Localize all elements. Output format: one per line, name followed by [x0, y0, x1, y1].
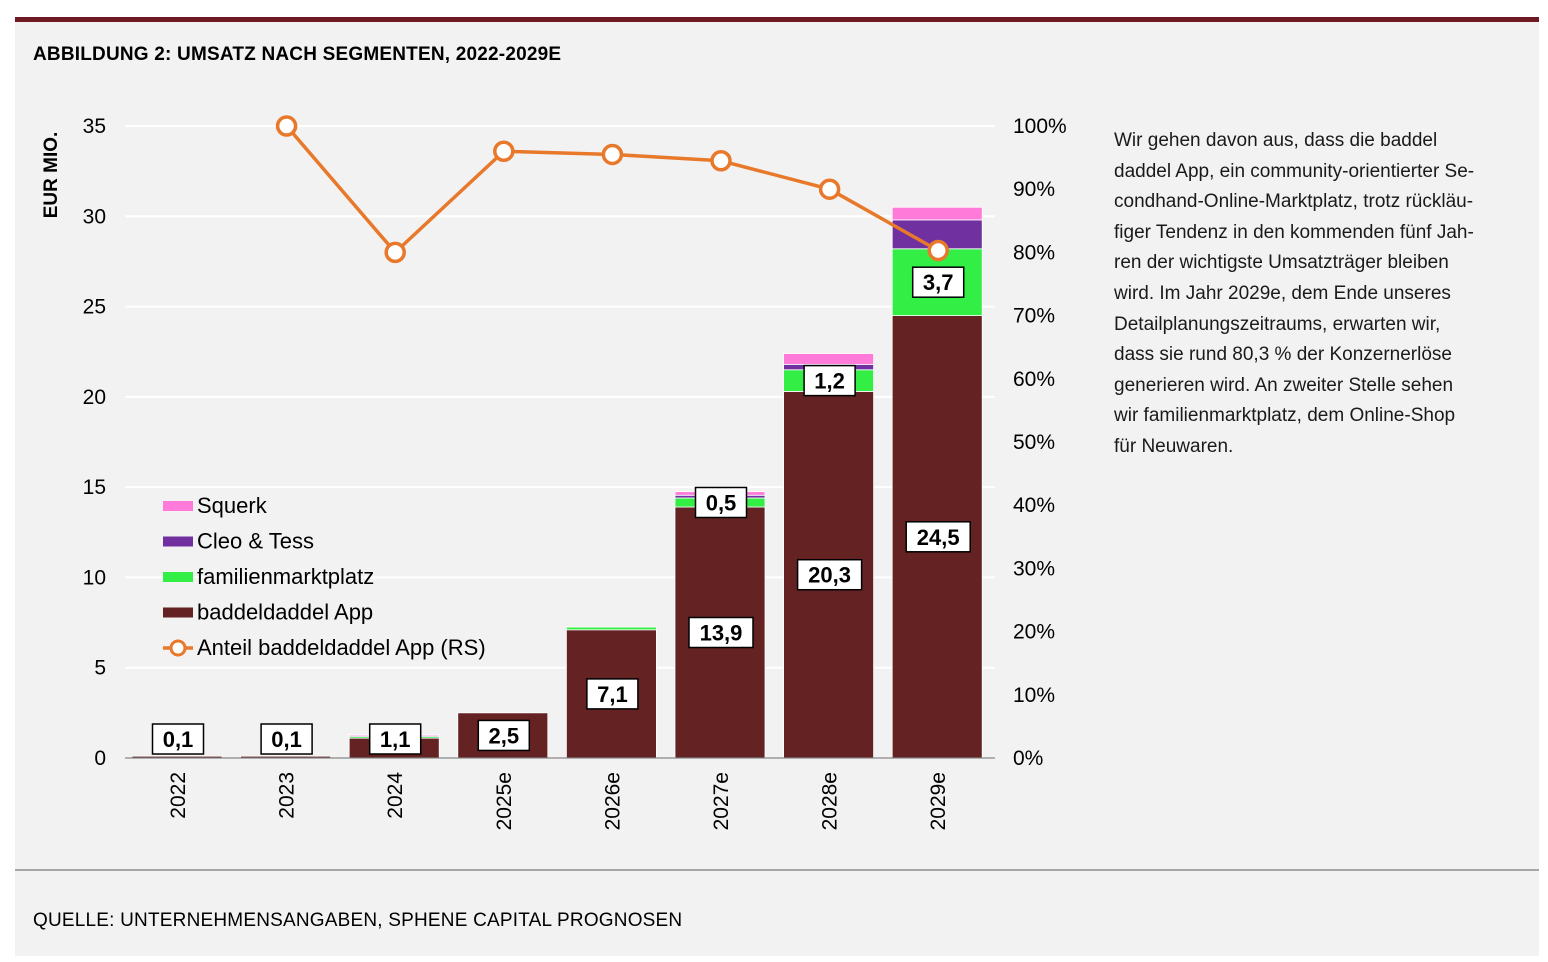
legend-label: familienmarktplatz: [197, 564, 374, 589]
data-label: 24,5: [917, 525, 960, 550]
commentary-line: wir familienmarktplatz, dem Online-Shop: [1114, 405, 1456, 427]
y-tick-label: 20: [83, 386, 106, 409]
data-label-box: [477, 719, 531, 752]
share-line-marker: [601, 143, 624, 166]
bar-segment-squerk: [891, 206, 983, 221]
y2-tick-label: 80%: [1013, 241, 1055, 264]
x-tick-label: 2023: [276, 772, 299, 819]
commentary-line: wird. Im Jahr 2029e, dem Ende unseres: [1114, 282, 1451, 304]
y-tick-label: 35: [83, 115, 106, 138]
data-label-box: [688, 616, 754, 649]
data-label-box: [151, 723, 205, 755]
commentary-line: Detailplanungszeitraums, erwarten wir,: [1114, 313, 1441, 335]
data-label: 0,1: [163, 727, 194, 752]
y2-tick-label: 50%: [1013, 431, 1055, 454]
data-label-box: [905, 521, 971, 553]
x-tick-label: 2022: [167, 772, 190, 819]
y2-tick-label: 0%: [1013, 747, 1043, 770]
legend-marker-swatch: [169, 639, 187, 657]
source-note: QUELLE: UNTERNEHMENSANGABEN, SPHENE CAPI…: [33, 910, 683, 931]
commentary-line: für Neuwaren.: [1114, 435, 1234, 457]
commentary-line: ren der wichtigste Umsatzträger bleiben: [1114, 252, 1449, 274]
y2-tick-label: 90%: [1013, 178, 1055, 201]
y2-tick-label: 70%: [1013, 305, 1055, 328]
legend-swatch: [163, 536, 193, 547]
data-label-box: [586, 678, 639, 710]
data-label-box: [796, 558, 863, 591]
y2-tick-label: 30%: [1013, 557, 1055, 580]
y-tick-label: 25: [83, 296, 106, 319]
y-tick-label: 0: [94, 747, 106, 770]
y2-tick-label: 60%: [1013, 368, 1055, 391]
data-label: 7,1: [597, 682, 628, 707]
y-tick-label: 10: [83, 566, 106, 589]
legend-label: Anteil baddeldaddel App (RS): [197, 635, 486, 660]
y-tick-label: 30: [83, 205, 106, 228]
share-line-marker: [710, 150, 732, 172]
commentary-line: dass sie rund 80,3 % der Konzernerlöse: [1114, 344, 1452, 366]
data-label-box: [368, 723, 422, 755]
data-label-box: [911, 266, 965, 298]
data-label: 13,9: [700, 621, 743, 646]
commentary-line: daddel App, ein community-orientierter S…: [1114, 160, 1475, 182]
share-line-marker: [818, 178, 841, 200]
commentary-line: figer Tendenz in den kommenden fünf Jah-: [1114, 221, 1474, 243]
commentary-line: condhand-Online-Marktplatz, trotz rücklä…: [1114, 191, 1474, 213]
legend-label: baddeldaddel App: [197, 600, 373, 625]
data-label: 1,2: [814, 369, 845, 394]
figure-title: ABBILDUNG 2: UMSATZ NACH SEGMENTEN, 2022…: [33, 44, 562, 65]
legend-swatch: [163, 572, 193, 582]
data-label: 20,3: [808, 563, 851, 588]
data-label: 0,5: [706, 490, 737, 515]
x-tick-label: 2026e: [601, 772, 624, 830]
figure-top-rule: [15, 17, 1539, 22]
legend-swatch: [163, 607, 193, 618]
source-divider: [15, 869, 1539, 871]
y2-tick-label: 40%: [1013, 494, 1055, 517]
data-label: 0,1: [271, 727, 302, 752]
y2-tick-label: 100%: [1013, 115, 1067, 138]
x-tick-label: 2029e: [927, 772, 950, 830]
data-label: 2,5: [489, 723, 520, 748]
share-line-marker: [927, 239, 949, 262]
data-label: 3,7: [923, 270, 954, 295]
commentary-line: Wir gehen davon aus, dass die baddel: [1114, 130, 1438, 151]
commentary-text: Wir gehen davon aus, dass die baddel dadd…: [1114, 126, 1526, 463]
y-tick-label: 5: [94, 657, 106, 680]
legend-label: Squerk: [197, 493, 268, 518]
share-line-marker: [384, 241, 406, 264]
data-label-box: [803, 364, 856, 397]
bar-segment-familienmarktplatz: [566, 626, 657, 631]
share-line-marker: [275, 115, 298, 137]
data-label: 1,1: [380, 727, 411, 752]
legend-label: Cleo & Tess: [197, 529, 314, 554]
x-tick-label: 2024: [384, 772, 407, 819]
y2-tick-label: 10%: [1013, 684, 1055, 707]
share-line-marker: [493, 140, 515, 163]
x-tick-label: 2028e: [819, 772, 842, 830]
y-axis-label: EUR MIO.: [41, 132, 62, 219]
legend-swatch: [163, 501, 193, 511]
y-tick-label: 15: [83, 476, 106, 499]
x-tick-label: 2025e: [493, 772, 516, 830]
y2-tick-label: 20%: [1013, 621, 1055, 644]
data-label-box: [260, 723, 313, 755]
bar-segment-squerk: [783, 353, 874, 365]
x-tick-label: 2027e: [710, 772, 733, 830]
data-label-box: [694, 486, 748, 519]
commentary-line: generieren wird. An zweiter Stelle sehen: [1114, 374, 1454, 396]
